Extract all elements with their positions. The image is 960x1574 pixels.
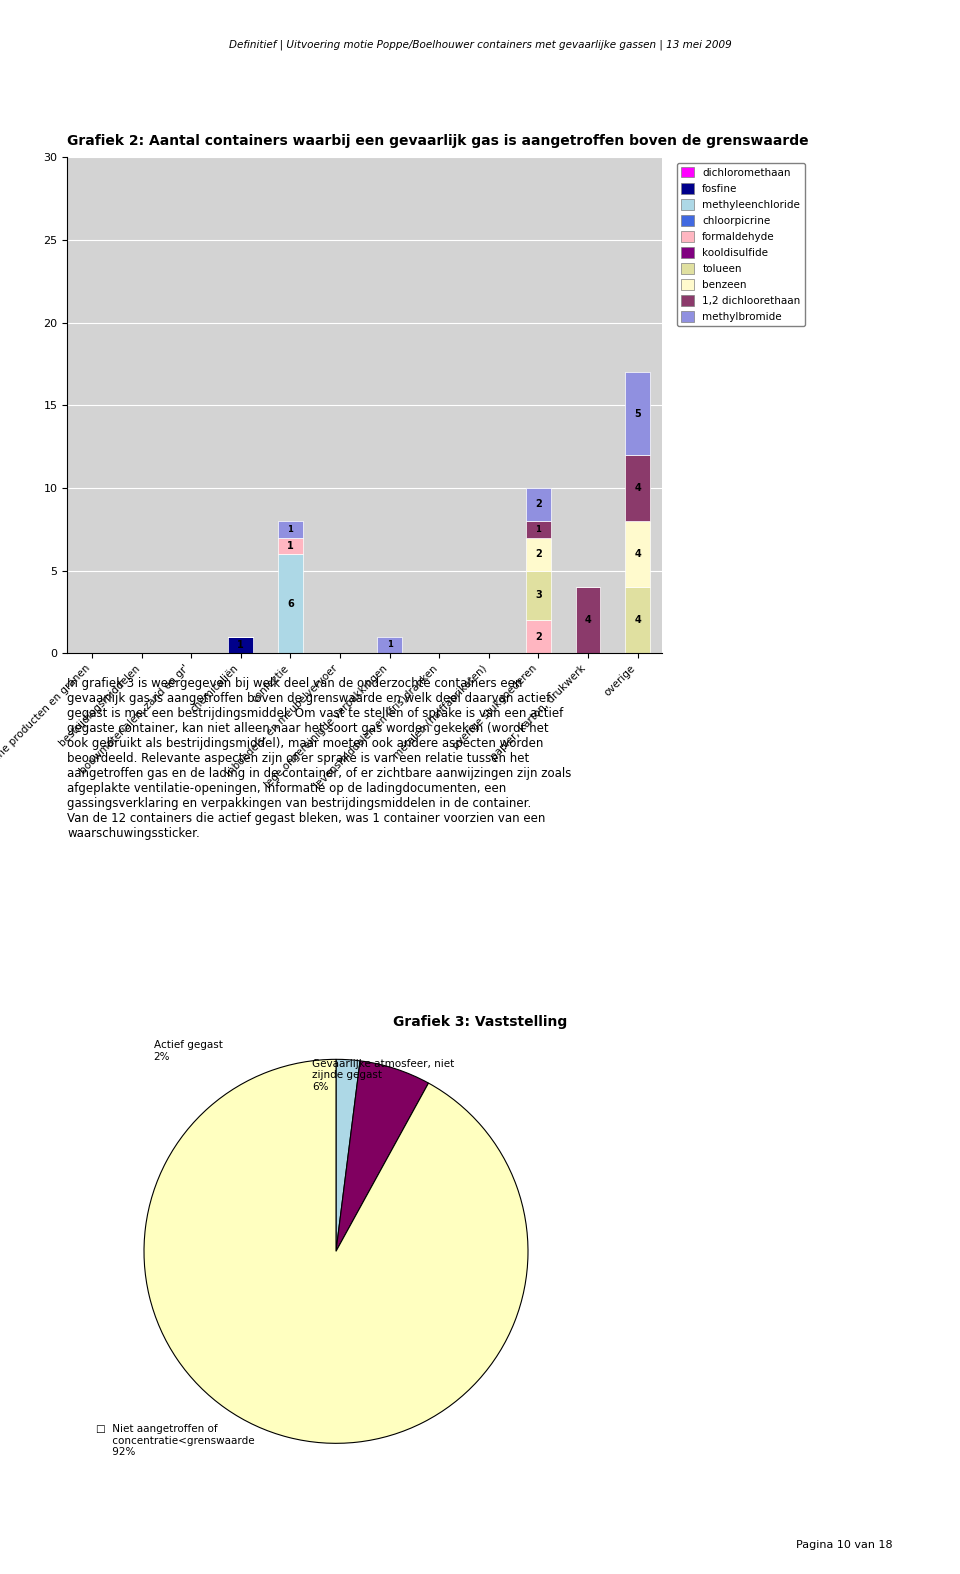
Text: 2: 2 [535,549,541,559]
Text: 1: 1 [287,541,294,551]
Text: 6: 6 [287,598,294,609]
Text: 1: 1 [287,524,294,534]
Bar [625,587,650,653]
Bar [625,521,650,587]
Wedge shape [336,1059,360,1251]
Text: Grafiek 3: Vaststelling: Grafiek 3: Vaststelling [393,1015,567,1029]
Text: 2: 2 [535,631,541,642]
Bar [625,455,650,521]
Bar [278,537,302,554]
Text: Actief gegast
2%: Actief gegast 2% [154,1040,223,1062]
Bar [377,636,402,653]
Text: □  Niet aangetroffen of
     concentratie<grenswaarde
     92%: □ Niet aangetroffen of concentratie<gren… [96,1424,254,1458]
Bar [278,554,302,653]
Bar [526,571,551,620]
Text: 4: 4 [635,615,641,625]
Text: Definitief | Uitvoering motie Poppe/Boelhouwer containers met gevaarlijke gassen: Definitief | Uitvoering motie Poppe/Boel… [228,39,732,50]
Text: 2: 2 [535,499,541,510]
Bar [278,521,302,537]
Text: 1: 1 [536,524,541,534]
Bar [576,587,600,653]
Text: 5: 5 [635,409,641,419]
Bar [526,537,551,571]
Text: Gevaarlijke atmosfeer, niet
zijnde gegast
6%: Gevaarlijke atmosfeer, niet zijnde gegas… [312,1059,454,1092]
Text: 4: 4 [585,615,591,625]
Text: Grafiek 2: Aantal containers waarbij een gevaarlijk gas is aangetroffen boven de: Grafiek 2: Aantal containers waarbij een… [67,134,809,148]
Text: Pagina 10 van 18: Pagina 10 van 18 [796,1541,893,1550]
Text: 1: 1 [237,641,244,650]
Legend: dichloromethaan, fosfine, methyleenchloride, chloorpicrine, formaldehyde, kooldi: dichloromethaan, fosfine, methyleenchlor… [677,162,804,326]
Text: 4: 4 [635,549,641,559]
Text: 1: 1 [387,641,393,650]
Bar [526,521,551,537]
Text: In grafiek 3 is weergegeven bij welk deel van de onderzochte containers een
geva: In grafiek 3 is weergegeven bij welk dee… [67,677,571,841]
Bar [228,636,253,653]
Wedge shape [336,1061,428,1251]
Text: 4: 4 [635,483,641,493]
Bar [526,620,551,653]
Wedge shape [144,1059,528,1443]
Text: 3: 3 [535,590,541,600]
Bar [625,371,650,455]
Bar [526,488,551,521]
